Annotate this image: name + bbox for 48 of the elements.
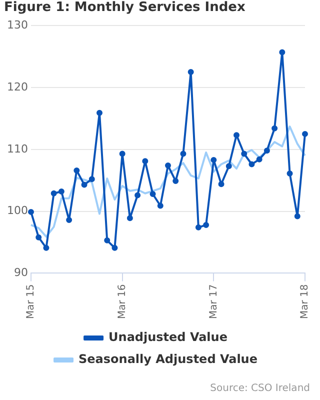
point bbox=[234, 132, 240, 138]
y-tick-label: 120 bbox=[6, 80, 28, 94]
point bbox=[119, 150, 126, 157]
point bbox=[88, 176, 95, 182]
point bbox=[264, 148, 270, 154]
y-tick-label: 90 bbox=[14, 266, 28, 280]
source-note: Source: CSO Ireland bbox=[210, 383, 310, 394]
point bbox=[203, 222, 210, 228]
point bbox=[96, 110, 102, 116]
legend-label: Unadjusted Value bbox=[108, 330, 228, 344]
y-tick-label: 130 bbox=[6, 18, 28, 32]
point bbox=[28, 208, 34, 215]
x-tick-label: Mar 18 bbox=[300, 284, 311, 320]
point bbox=[50, 190, 57, 196]
point bbox=[81, 182, 88, 188]
point bbox=[58, 188, 64, 195]
point bbox=[279, 49, 286, 56]
y-tick-label: 100 bbox=[6, 204, 28, 218]
x-tick-label: Mar 17 bbox=[208, 284, 220, 320]
point bbox=[150, 190, 156, 197]
x-tick-label: Mar 16 bbox=[116, 284, 128, 320]
point bbox=[241, 150, 248, 157]
point bbox=[210, 156, 217, 163]
point bbox=[36, 234, 42, 240]
point bbox=[195, 224, 202, 230]
point bbox=[74, 167, 80, 174]
point bbox=[256, 156, 262, 162]
point bbox=[134, 192, 141, 198]
point bbox=[272, 125, 278, 132]
point bbox=[104, 237, 110, 244]
point bbox=[248, 161, 255, 168]
point bbox=[188, 69, 194, 76]
y-tick-label: 110 bbox=[6, 142, 28, 156]
point bbox=[157, 202, 164, 209]
point bbox=[294, 213, 300, 220]
point bbox=[218, 181, 224, 188]
point bbox=[226, 163, 232, 170]
legend-label: Seasonally Adjusted Value bbox=[78, 352, 258, 366]
point bbox=[112, 244, 118, 251]
point bbox=[180, 150, 186, 157]
point bbox=[43, 244, 50, 251]
point bbox=[142, 158, 148, 164]
point bbox=[286, 170, 293, 177]
point bbox=[126, 215, 133, 222]
point bbox=[302, 130, 308, 137]
x-tick-label: Mar 15 bbox=[26, 284, 37, 320]
chart-title: Figure 1: Monthly Services Index bbox=[4, 0, 246, 16]
point bbox=[172, 178, 179, 184]
